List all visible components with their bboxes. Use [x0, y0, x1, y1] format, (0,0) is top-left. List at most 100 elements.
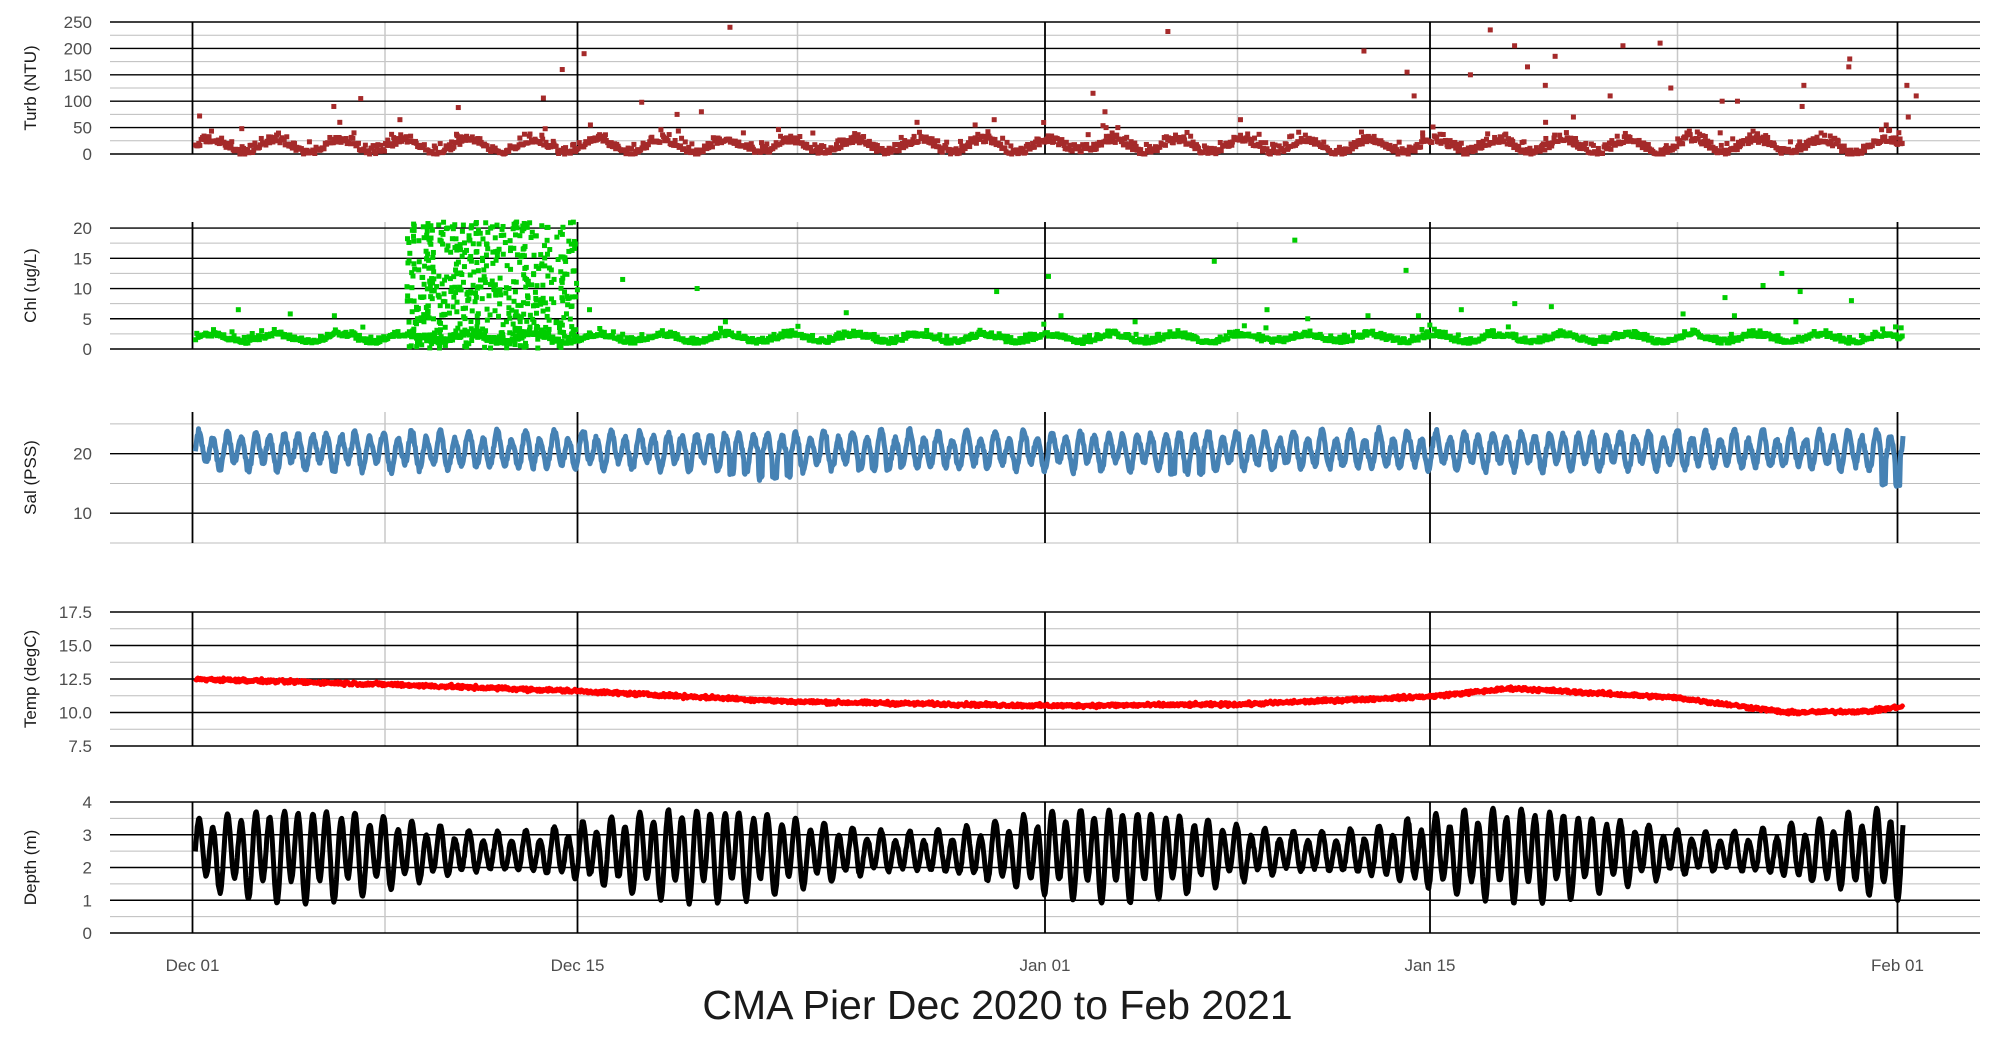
data-point	[402, 137, 408, 143]
data-point	[525, 140, 531, 146]
outlier-point	[1045, 273, 1051, 279]
bloom-point	[496, 246, 502, 252]
data-point	[1263, 325, 1269, 331]
data-point	[714, 140, 720, 146]
data-point	[1759, 137, 1765, 143]
data-point	[892, 142, 898, 148]
bloom-point	[405, 236, 411, 242]
bloom-point	[425, 251, 431, 257]
data-point	[1625, 138, 1631, 144]
bloom-point	[483, 328, 489, 334]
data-point	[292, 334, 298, 340]
data-point	[1031, 144, 1037, 150]
outlier-point	[1467, 72, 1473, 78]
data-point	[1229, 142, 1235, 148]
bloom-point	[535, 345, 541, 351]
bloom-point	[562, 255, 568, 261]
outlier-point	[1719, 98, 1725, 104]
data-point	[647, 139, 653, 145]
data-point	[1680, 334, 1686, 340]
outlier-point	[1411, 93, 1417, 99]
bloom-point	[533, 233, 539, 239]
data-point	[805, 334, 811, 340]
data-point	[1430, 124, 1436, 130]
bloom-point	[551, 300, 557, 306]
data-point	[366, 148, 372, 154]
outlier-point	[197, 113, 203, 119]
bloom-point	[569, 324, 575, 330]
data-point	[510, 331, 516, 337]
bloom-point	[519, 329, 525, 335]
data-point	[1401, 336, 1407, 342]
x-tick-label: Dec 15	[551, 956, 605, 975]
bloom-point	[414, 340, 420, 346]
data-point	[1715, 340, 1721, 346]
data-point	[468, 318, 474, 324]
y-tick-label: 250	[64, 13, 92, 32]
data-point	[929, 136, 935, 142]
data-point	[442, 147, 448, 153]
bloom-point	[474, 249, 480, 255]
data-point	[1833, 141, 1839, 147]
data-point	[381, 148, 387, 154]
bloom-point	[475, 311, 481, 317]
data-point	[348, 141, 354, 147]
outlier-point	[1420, 130, 1426, 136]
bloom-point	[472, 328, 478, 334]
data-point	[1464, 151, 1470, 157]
data-point	[789, 328, 795, 334]
bloom-point	[513, 309, 519, 315]
bloom-point	[490, 260, 496, 266]
bloom-point	[511, 279, 517, 285]
data-point	[833, 142, 839, 148]
data-point	[623, 339, 629, 345]
bloom-point	[426, 315, 432, 321]
data-point	[1168, 136, 1174, 142]
bloom-point	[451, 294, 457, 300]
outlier-point	[914, 119, 920, 125]
data-point	[955, 148, 961, 154]
data-point	[1328, 333, 1334, 339]
data-point	[645, 142, 651, 148]
data-point	[1513, 143, 1519, 149]
data-point	[694, 147, 700, 153]
bloom-point	[554, 234, 560, 240]
data-point	[1261, 147, 1267, 153]
bloom-point	[558, 269, 564, 275]
data-point	[1499, 135, 1505, 141]
data-point	[686, 340, 692, 346]
bloom-point	[549, 279, 555, 285]
bloom-point	[461, 332, 467, 338]
bloom-point	[426, 332, 432, 338]
data-point	[936, 144, 942, 150]
data-point	[1746, 328, 1752, 334]
y-tick-label: 150	[64, 66, 92, 85]
y-axis-label: Chl (ug/L)	[21, 248, 40, 323]
bloom-point	[531, 272, 537, 278]
data-point	[1103, 333, 1109, 339]
data-point	[444, 146, 450, 152]
data-point	[1708, 139, 1714, 145]
data-point	[789, 139, 795, 145]
data-point	[1195, 145, 1201, 151]
bloom-point	[440, 231, 446, 237]
data-point	[607, 143, 613, 149]
data-point	[1119, 139, 1125, 145]
bloom-point	[500, 223, 506, 229]
data-point	[1359, 141, 1365, 147]
data-point	[1837, 333, 1843, 339]
data-point	[1464, 337, 1470, 343]
y-tick-label: 1	[83, 891, 92, 910]
data-point	[1291, 335, 1297, 341]
bloom-point	[427, 278, 433, 284]
data-point	[1533, 145, 1539, 151]
bloom-point	[404, 284, 410, 290]
data-point	[1162, 142, 1168, 148]
bloom-point	[448, 289, 454, 295]
bloom-point	[508, 266, 514, 272]
data-point	[1363, 134, 1369, 140]
data-point	[1580, 146, 1586, 152]
data-point	[853, 138, 859, 144]
data-point	[874, 143, 880, 149]
bloom-point	[453, 328, 459, 334]
